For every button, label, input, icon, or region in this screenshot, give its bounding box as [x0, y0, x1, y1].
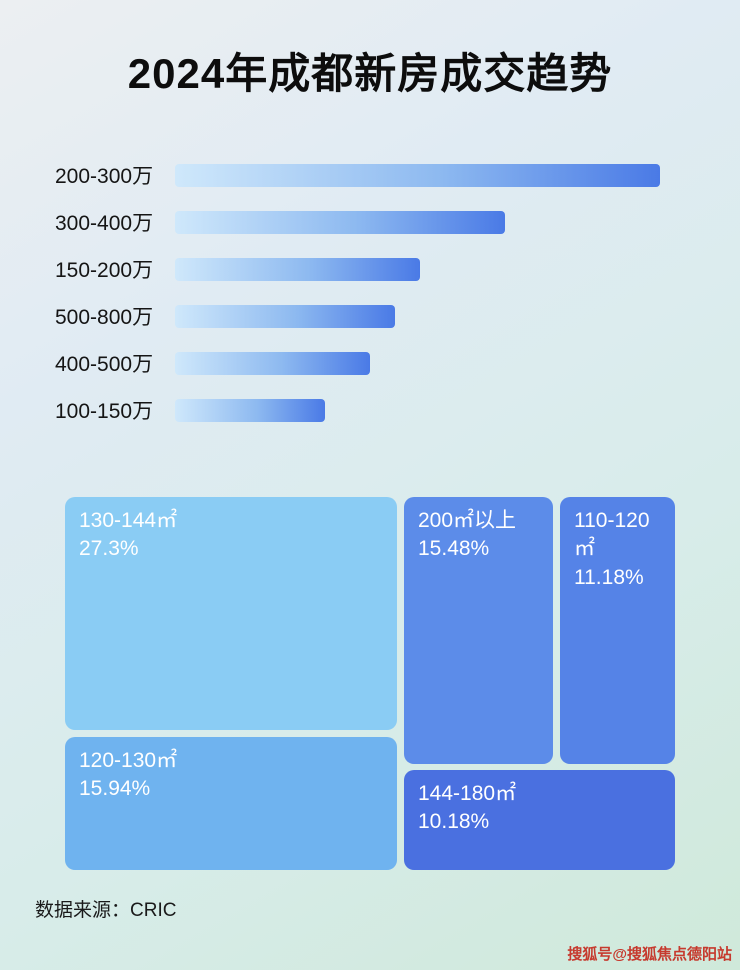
treemap-cell-label: 144-180㎡ — [418, 782, 517, 805]
bar-row: 500-800万 — [55, 304, 685, 329]
treemap-cell-value: 15.48% — [418, 537, 490, 561]
bar-label: 300-400万 — [55, 212, 154, 235]
treemap-cell-110-120: 110-120㎡ 11.18% — [560, 497, 675, 764]
bar — [175, 304, 395, 328]
treemap-cell-144-180: 144-180㎡ 10.18% — [404, 770, 675, 870]
bar — [175, 210, 505, 234]
bar-row: 150-200万 — [55, 257, 685, 282]
bar-track — [175, 304, 675, 328]
bar-track — [175, 398, 675, 422]
bar-label: 200-300万 — [55, 165, 154, 188]
bar-row: 200-300万 — [55, 163, 685, 188]
bar — [175, 351, 370, 375]
bar-track — [175, 163, 675, 187]
page-title: 2024年成都新房成交趋势 — [127, 50, 613, 97]
bar-track — [175, 210, 675, 234]
treemap-cell-label: 110-120㎡ — [574, 509, 650, 561]
bar — [175, 163, 660, 187]
data-source-note: 数据来源：CRIC — [35, 900, 177, 921]
bar-label: 150-200万 — [55, 259, 154, 282]
treemap-cell-120-130: 120-130㎡ 15.94% — [65, 737, 397, 870]
treemap-cell-label: 120-130㎡ — [79, 749, 178, 772]
treemap-cell-200-plus: 200㎡以上 15.48% — [404, 497, 553, 764]
bar-label: 100-150万 — [55, 400, 154, 423]
area-size-treemap: 130-144㎡ 27.3% 120-130㎡ 15.94% 200㎡以上 15… — [65, 497, 675, 870]
treemap-cell-value: 15.94% — [79, 777, 151, 801]
bar — [175, 398, 325, 422]
bar-row: 300-400万 — [55, 210, 685, 235]
treemap-cell-label: 130-144㎡ — [79, 509, 178, 532]
bar-label: 500-800万 — [55, 306, 154, 329]
treemap-cell-value: 11.18% — [574, 565, 644, 589]
bar-label: 400-500万 — [55, 353, 154, 376]
treemap-cell-value: 27.3% — [79, 537, 139, 561]
treemap-cell-130-144: 130-144㎡ 27.3% — [65, 497, 397, 730]
bar-row: 100-150万 — [55, 398, 685, 423]
watermark: 搜狐号@搜狐焦点德阳站 — [567, 946, 732, 963]
price-range-bar-chart: 200-300万 300-400万 150-200万 500-800万 400-… — [55, 163, 685, 423]
bar-track — [175, 257, 675, 281]
treemap-cell-label: 200㎡以上 — [418, 509, 517, 532]
bar-track — [175, 351, 675, 375]
bar-row: 400-500万 — [55, 351, 685, 376]
treemap-cell-value: 10.18% — [418, 810, 490, 834]
bar — [175, 257, 420, 281]
